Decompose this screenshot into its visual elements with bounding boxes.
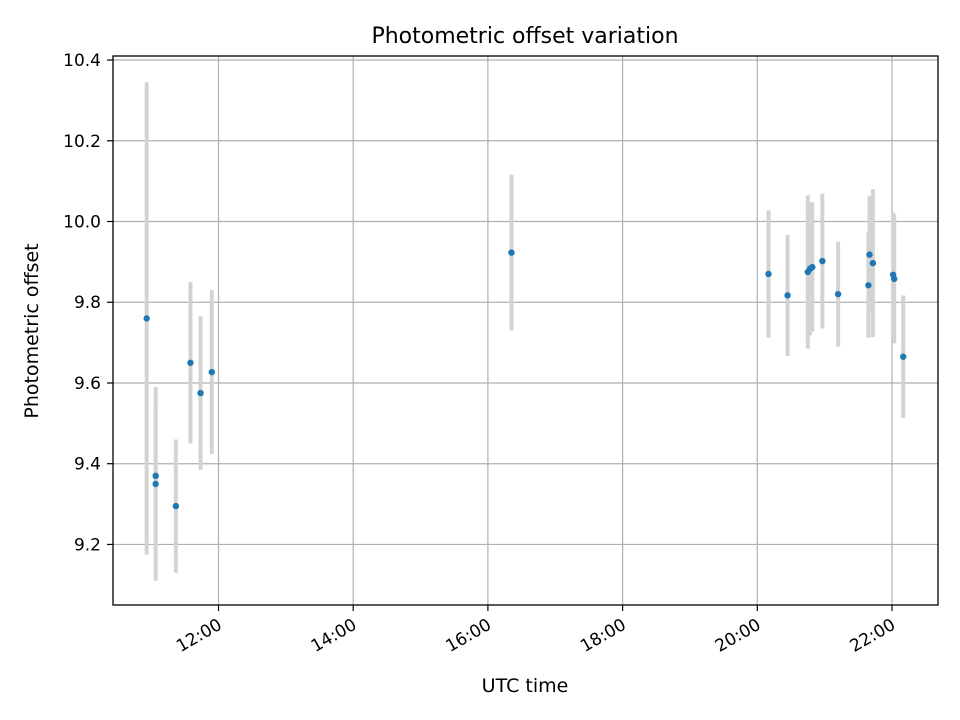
x-axis-label: UTC time [482, 675, 569, 697]
data-point [197, 389, 204, 397]
y-axis-label: Photometric offset [21, 243, 43, 418]
data-point [508, 249, 515, 256]
data-point [172, 502, 180, 510]
data-point [900, 353, 907, 360]
chart-title: Photometric offset variation [371, 24, 678, 49]
data-point [187, 359, 194, 366]
y-tick-label: 10.0 [63, 213, 101, 233]
data-point [866, 251, 873, 258]
data-point [865, 282, 872, 289]
data-point [152, 480, 159, 488]
y-axis: 9.2 9.4 9.6 9.8 10.0 10.2 10.4 [63, 51, 113, 555]
data-point [819, 257, 826, 265]
data-point [765, 270, 772, 278]
y-tick-label: 10.4 [63, 51, 101, 71]
y-tick-label: 9.8 [74, 293, 101, 313]
data-point-layer [143, 249, 907, 510]
y-tick-label: 9.2 [74, 535, 101, 555]
data-point [143, 315, 150, 322]
y-tick-label: 9.4 [74, 455, 101, 475]
data-point [809, 263, 816, 271]
data-point [208, 368, 215, 376]
data-point [891, 275, 898, 283]
y-tick-label: 10.2 [63, 132, 101, 152]
y-tick-label: 9.6 [74, 374, 101, 394]
data-point [834, 290, 842, 298]
data-point [869, 259, 877, 267]
plot-frame [112, 55, 939, 606]
data-point [152, 472, 159, 480]
data-point [784, 292, 791, 299]
